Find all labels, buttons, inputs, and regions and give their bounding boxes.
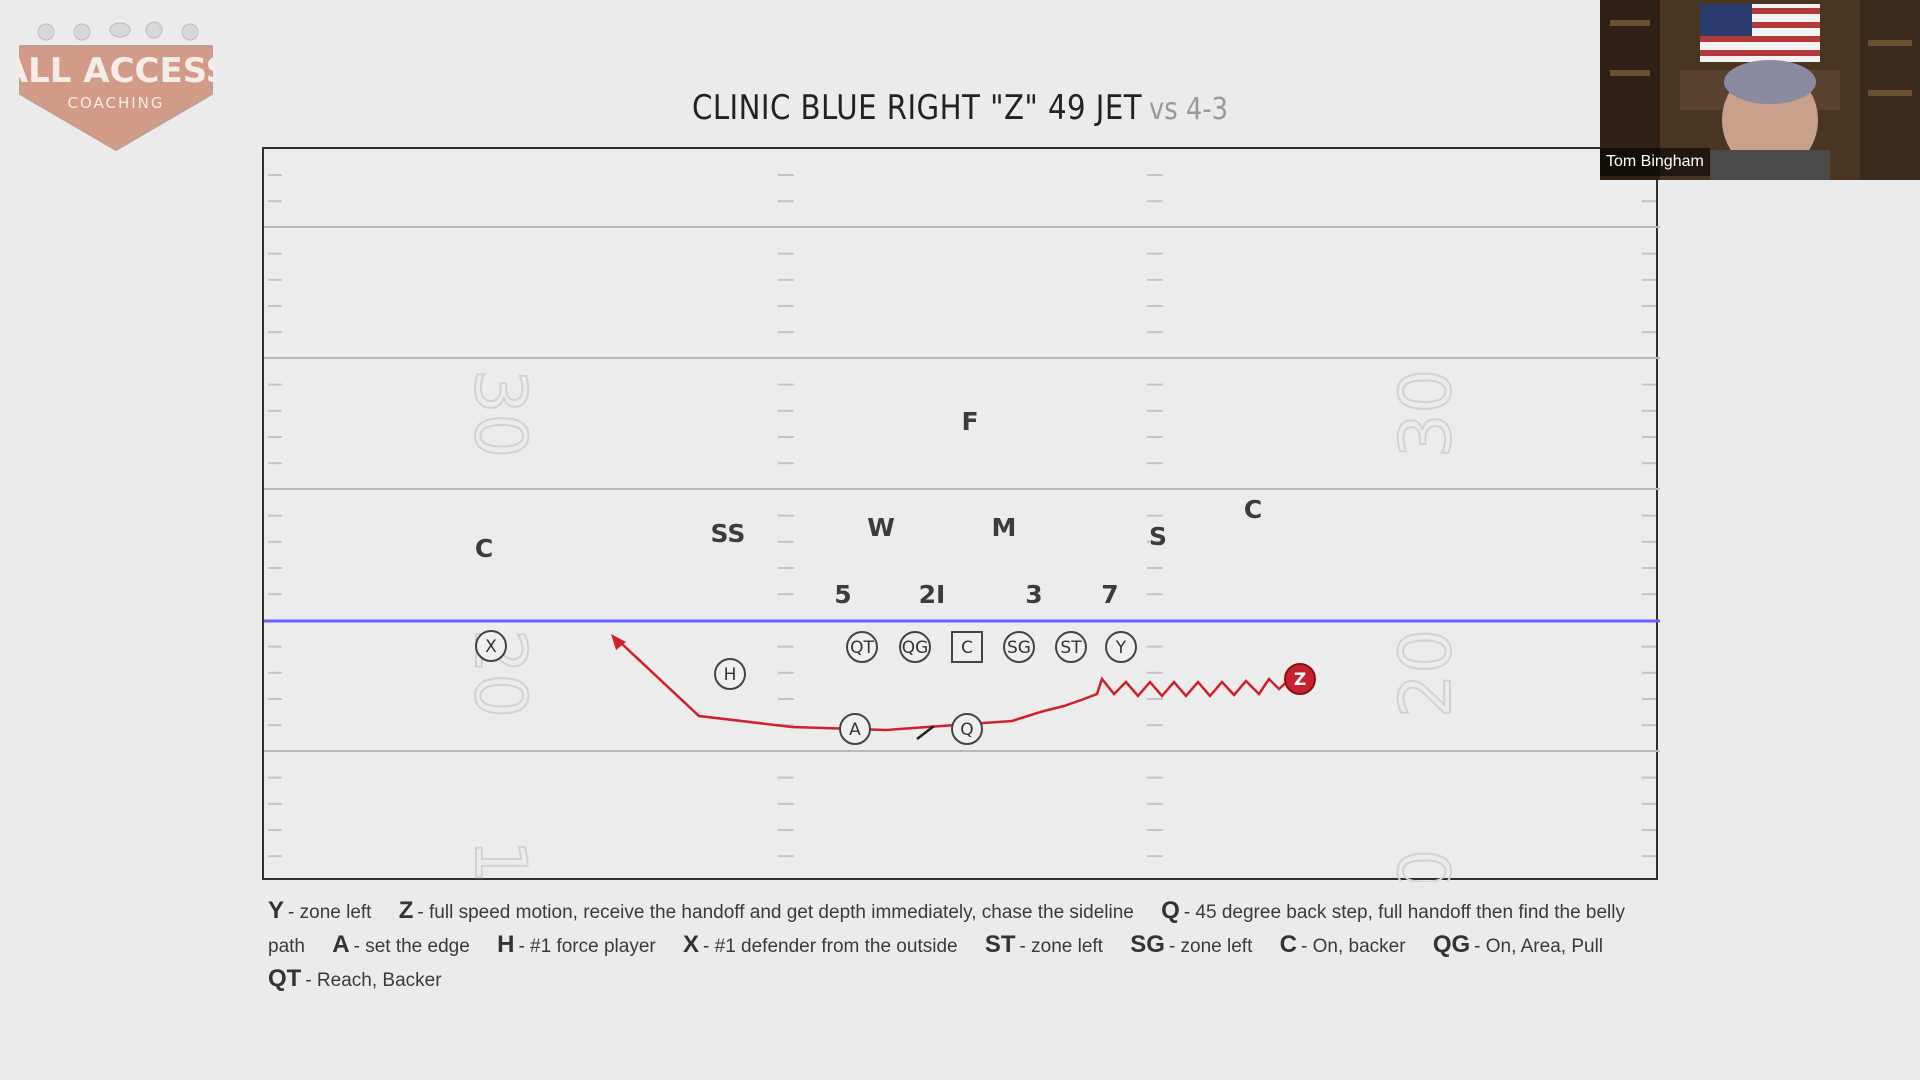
legend-key: H [497, 931, 515, 958]
player-z: Z [1284, 663, 1316, 695]
legend-text: - On, backer [1301, 936, 1406, 957]
player-h: H [714, 658, 746, 690]
all-access-coaching-logo: ALL ACCESS COACHING [16, 21, 216, 152]
svg-text:Y: Y [1115, 638, 1127, 658]
legend-item: H- #1 force player [497, 931, 656, 958]
legend-item: C- On, backer [1280, 931, 1406, 958]
technique-5: 5 [834, 580, 851, 609]
legend-item: QG - On, Area, Pull [1433, 931, 1604, 958]
legend-key: QT [268, 965, 302, 992]
svg-text:X: X [485, 637, 497, 657]
legend-key: X [683, 931, 700, 958]
yard-lines [264, 226, 1660, 752]
z-run-route [620, 642, 1035, 732]
player-qt: QT [846, 631, 878, 663]
svg-text:QG: QG [902, 638, 929, 658]
legend-text: - zone left [1019, 936, 1103, 957]
webcam-video[interactable]: Tom Bingham [1600, 0, 1920, 180]
legend-text: - #1 defender from the outside [703, 936, 958, 957]
play-title: CLINIC BLUE RIGHT "Z" 49 JET vs 4-3 [134, 88, 1785, 128]
player-sg: SG [1003, 631, 1035, 663]
technique-3: 3 [1025, 580, 1042, 609]
legend-text: - set the edge [353, 936, 470, 957]
svg-text:ST: ST [1060, 638, 1082, 658]
legend-text: - On, Area, Pull [1474, 936, 1604, 957]
defender-corner-left: C [475, 534, 493, 563]
legend-item: A- set the edge [332, 931, 470, 958]
player-qg: QG [899, 631, 931, 663]
legend-item: ST - zone left [985, 931, 1103, 958]
play-title-sub: vs 4-3 [1148, 92, 1228, 127]
player-x: X [475, 630, 507, 662]
svg-text:C: C [961, 638, 973, 658]
legend-text: - Reach, Backer [305, 970, 442, 991]
legend-text: - 45 degree back step, full handoff then… [268, 902, 1626, 957]
defender-will: W [867, 513, 895, 542]
logo-line1: ALL ACCESS [16, 51, 216, 91]
yard-number-left-30: 30 [459, 369, 541, 458]
legend-text: - zone left [1168, 936, 1253, 957]
svg-text:QT: QT [850, 638, 874, 658]
legend-text: - #1 force player [518, 936, 656, 957]
football-field: 30 20 1 30 20 0 F C SS W M S C 5 2I 3 7 [262, 147, 1660, 882]
logo-line2: COACHING [67, 94, 164, 112]
legend-item: X- #1 defender from the outside [683, 931, 958, 958]
legend-item: Z- full speed motion, receive the handof… [399, 897, 1134, 924]
defender-mike: M [992, 513, 1017, 542]
assignment-legend: Y- zone left Z- full speed motion, recei… [268, 895, 1648, 997]
participant-name: Tom Bingham [1600, 148, 1710, 176]
svg-text:SG: SG [1007, 638, 1031, 658]
defender-corner-right: C [1244, 495, 1262, 524]
legend-key: Q [1161, 897, 1180, 924]
z-motion-route [1033, 676, 1293, 716]
legend-item: SG - zone left [1130, 931, 1253, 958]
player-q: Q [951, 713, 983, 745]
legend-key: SG [1130, 931, 1165, 958]
svg-text:A: A [849, 720, 861, 740]
legend-key: A [332, 931, 350, 958]
defender-safety: S [1149, 522, 1167, 551]
yard-number-right-bottom: 0 [1385, 849, 1467, 882]
technique-2i: 2I [919, 580, 946, 609]
legend-key: ST [984, 931, 1016, 958]
play-title-main: CLINIC BLUE RIGHT "Z" 49 JET [691, 88, 1143, 128]
z-route-arrowhead [611, 634, 626, 650]
legend-item: Y- zone left [268, 897, 372, 924]
defender-f: F [961, 407, 978, 436]
q-back-step [916, 725, 935, 740]
flag-image [1700, 4, 1820, 62]
defender-strong-safety: SS [711, 519, 746, 548]
field-diagram: 30 20 1 30 20 0 F C SS W M S C 5 2I 3 7 [264, 174, 1660, 882]
legend-key: QG [1432, 931, 1471, 958]
player-y: Y [1105, 631, 1137, 663]
svg-text:Q: Q [960, 720, 973, 740]
player-a: A [839, 713, 871, 745]
player-center: C [951, 631, 983, 663]
hash-marks [268, 174, 1656, 858]
legend-item: Q- 45 degree back step, full handoff the… [268, 897, 1626, 957]
presenter-image [1710, 60, 1830, 180]
svg-text:Z: Z [1294, 670, 1306, 690]
player-st: ST [1055, 631, 1087, 663]
svg-text:H: H [724, 665, 737, 685]
yard-number-right-20: 20 [1385, 629, 1467, 718]
legend-text: - full speed motion, receive the handoff… [417, 902, 1134, 923]
technique-7: 7 [1101, 580, 1118, 609]
legend-item: QT - Reach, Backer [268, 965, 442, 992]
legend-key: C [1279, 931, 1297, 958]
legend-text: - zone left [288, 902, 372, 923]
yard-number-left-bottom: 1 [459, 839, 541, 882]
yard-number-right-30: 30 [1385, 369, 1467, 458]
legend-key: Z [398, 897, 414, 924]
legend-key: Y [268, 897, 285, 924]
